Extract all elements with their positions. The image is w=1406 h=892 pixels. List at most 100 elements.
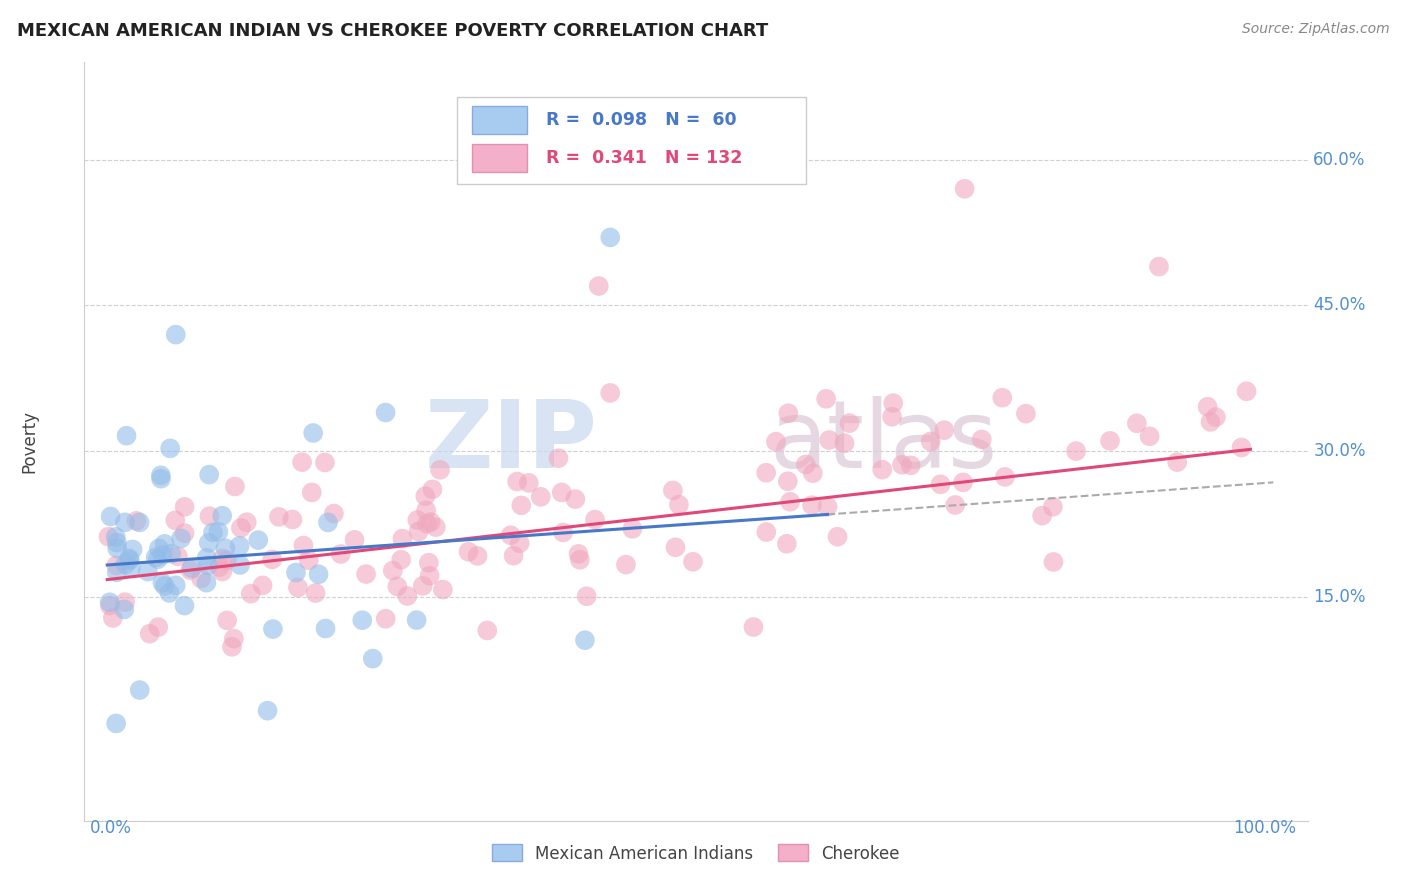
Point: [621, 522, 644, 536]
Point: [112, 602, 135, 616]
Point: [145, 550, 167, 565]
Point: [970, 433, 993, 447]
Point: [148, 620, 170, 634]
Point: [173, 599, 195, 613]
Point: [211, 508, 233, 523]
Point: [952, 475, 974, 490]
Point: [1205, 410, 1227, 425]
Text: R =  0.341   N = 132: R = 0.341 N = 132: [546, 149, 742, 167]
Point: [211, 551, 233, 566]
Point: [287, 581, 309, 595]
Point: [418, 556, 440, 570]
Point: [499, 528, 522, 542]
Text: atlas: atlas: [769, 395, 998, 488]
Point: [1098, 434, 1121, 448]
Point: [160, 547, 183, 561]
Point: [953, 182, 976, 196]
Point: [994, 470, 1017, 484]
Point: [105, 535, 128, 549]
Point: [374, 405, 396, 419]
Point: [778, 406, 800, 420]
Point: [298, 553, 321, 567]
Point: [477, 624, 499, 638]
Point: [564, 492, 586, 507]
Point: [180, 561, 202, 575]
Text: Poverty: Poverty: [20, 410, 38, 473]
Point: [900, 458, 922, 473]
Point: [510, 499, 533, 513]
Point: [361, 651, 384, 665]
Point: [553, 525, 575, 540]
Point: [815, 392, 838, 406]
Point: [827, 530, 849, 544]
Point: [416, 516, 439, 531]
Point: [755, 524, 778, 539]
Point: [284, 566, 307, 580]
Point: [406, 513, 429, 527]
Point: [1031, 508, 1053, 523]
Point: [682, 555, 704, 569]
Point: [252, 578, 274, 592]
Point: [148, 541, 170, 556]
Point: [153, 537, 176, 551]
Point: [291, 455, 314, 469]
Point: [794, 458, 817, 472]
Point: [408, 524, 430, 539]
Point: [190, 572, 212, 586]
Point: [159, 586, 181, 600]
Point: [668, 498, 690, 512]
Point: [101, 611, 124, 625]
Point: [247, 533, 270, 547]
Point: [301, 485, 323, 500]
Point: [801, 466, 824, 480]
Point: [262, 552, 284, 566]
Point: [838, 416, 860, 430]
Point: [387, 580, 409, 594]
Point: [517, 475, 540, 490]
Point: [222, 632, 245, 646]
Point: [224, 479, 246, 493]
Text: 45.0%: 45.0%: [1313, 296, 1365, 315]
Point: [432, 582, 454, 597]
Point: [352, 613, 374, 627]
Point: [381, 564, 404, 578]
Point: [547, 451, 569, 466]
Point: [662, 483, 685, 498]
Point: [425, 520, 447, 534]
Point: [114, 595, 136, 609]
Point: [583, 512, 606, 526]
FancyBboxPatch shape: [472, 144, 527, 172]
Point: [776, 537, 799, 551]
Point: [506, 475, 529, 489]
Point: [419, 568, 441, 582]
Point: [1147, 260, 1170, 274]
Point: [834, 436, 856, 450]
Point: [165, 578, 187, 592]
Point: [991, 391, 1014, 405]
Point: [817, 500, 839, 514]
FancyBboxPatch shape: [457, 96, 806, 184]
Point: [217, 613, 239, 627]
Point: [599, 230, 621, 244]
Point: [765, 434, 787, 449]
Point: [315, 622, 337, 636]
Point: [105, 541, 128, 556]
Point: [195, 551, 218, 566]
Point: [235, 515, 257, 529]
Point: [389, 552, 412, 566]
Point: [159, 442, 181, 456]
Point: [801, 498, 824, 512]
Point: [198, 509, 221, 524]
Point: [179, 563, 201, 577]
Point: [568, 553, 591, 567]
Point: [104, 530, 127, 544]
Point: [228, 539, 250, 553]
Point: [308, 567, 330, 582]
Point: [412, 579, 434, 593]
Point: [98, 595, 121, 609]
Point: [920, 434, 942, 449]
Point: [229, 521, 252, 535]
Point: [114, 516, 136, 530]
Text: R =  0.098   N =  60: R = 0.098 N = 60: [546, 112, 737, 129]
Point: [165, 327, 187, 342]
